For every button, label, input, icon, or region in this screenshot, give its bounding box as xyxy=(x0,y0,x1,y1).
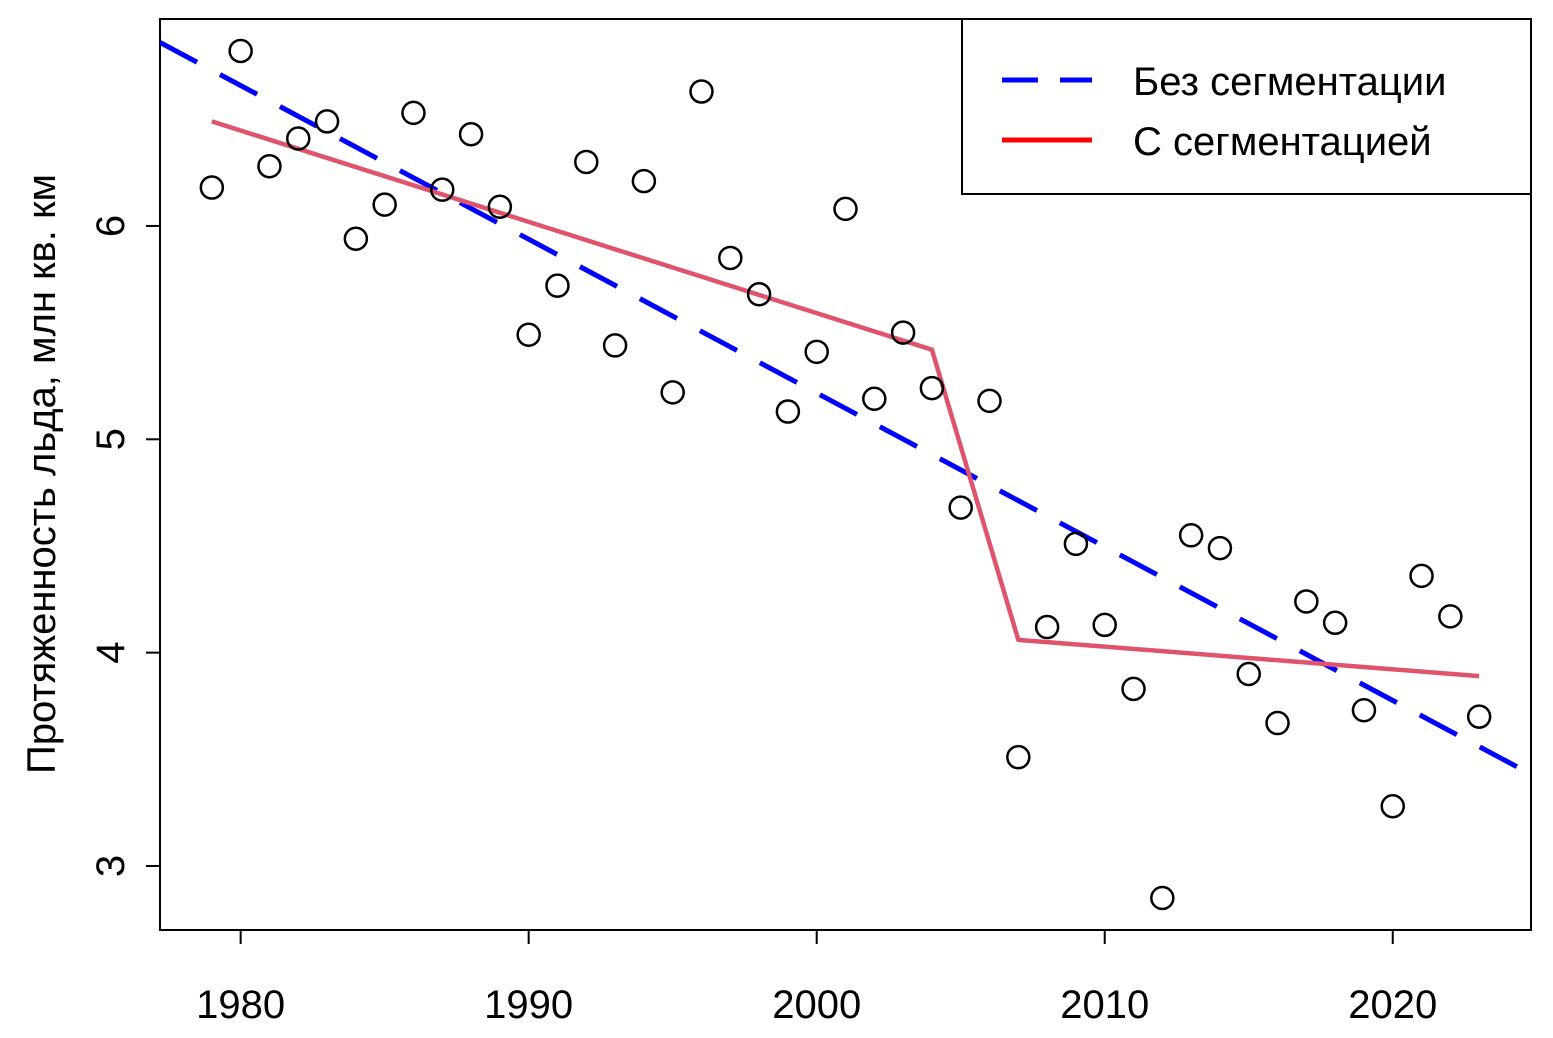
linear-fit-line xyxy=(158,40,1533,777)
data-point-2014 xyxy=(1207,535,1233,561)
y-axis-title: Протяженность льда, млн кв. км xyxy=(20,174,64,774)
data-point-2003 xyxy=(890,320,916,345)
x-tick-label-1980: 1980 xyxy=(196,983,285,1027)
data-point-2010 xyxy=(1092,612,1117,638)
data-point-2007 xyxy=(1006,744,1031,770)
data-point-2005 xyxy=(948,495,973,520)
data-point-2009 xyxy=(1063,531,1089,557)
data-point-2000 xyxy=(804,339,829,365)
y-axis: 3 4 5 6 xyxy=(89,215,160,877)
legend: Без сегментации С сегментацией xyxy=(961,18,1532,195)
y-tick-label-6: 6 xyxy=(89,215,133,237)
data-point-2013 xyxy=(1178,523,1204,548)
data-point-1993 xyxy=(602,333,628,358)
legend-label-segmented: С сегментацией xyxy=(1133,120,1432,164)
y-tick-label-4: 4 xyxy=(89,642,133,664)
data-point-1992 xyxy=(574,149,599,175)
x-axis: 1980 1990 2000 2010 2020 xyxy=(196,930,1437,1027)
y-tick-label-3: 3 xyxy=(89,855,133,877)
data-point-1988 xyxy=(458,121,484,147)
data-point-2004 xyxy=(919,375,945,401)
fit-lines xyxy=(158,40,1533,777)
data-point-1989 xyxy=(487,194,513,219)
x-tick-label-1990: 1990 xyxy=(484,983,573,1027)
data-point-2022 xyxy=(1438,604,1463,629)
x-tick-label-2000: 2000 xyxy=(772,983,861,1027)
data-point-2016 xyxy=(1265,710,1290,736)
data-point-2002 xyxy=(862,386,887,412)
data-point-1998 xyxy=(746,281,772,307)
data-point-2023 xyxy=(1466,704,1492,729)
data-point-1986 xyxy=(401,100,426,126)
data-point-2020 xyxy=(1380,794,1405,819)
data-point-1991 xyxy=(545,273,570,298)
data-point-2021 xyxy=(1409,563,1434,589)
x-tick-label-2020: 2020 xyxy=(1348,983,1437,1027)
data-point-1979 xyxy=(199,175,225,200)
data-point-2008 xyxy=(1034,614,1060,640)
data-point-1997 xyxy=(718,245,743,271)
data-point-2011 xyxy=(1121,676,1146,702)
data-point-2012 xyxy=(1150,885,1175,911)
data-point-2006 xyxy=(977,388,1002,414)
legend-label-linear: Без сегментации xyxy=(1133,60,1446,104)
data-point-1987 xyxy=(430,177,455,202)
data-point-2018 xyxy=(1322,610,1348,636)
data-point-1984 xyxy=(343,226,369,251)
plot-frame xyxy=(159,18,1532,931)
x-tick-label-2010: 2010 xyxy=(1060,983,1149,1027)
data-point-1995 xyxy=(660,380,685,405)
data-point-2019 xyxy=(1351,698,1377,723)
data-point-2017 xyxy=(1294,589,1319,614)
data-point-1994 xyxy=(631,168,657,194)
legend-box xyxy=(961,18,1532,195)
segmented-fit-line xyxy=(211,119,1480,679)
data-point-1990 xyxy=(516,322,541,348)
data-point-2001 xyxy=(833,196,858,222)
data-point-2015 xyxy=(1236,661,1261,687)
data-point-1999 xyxy=(775,399,801,424)
y-tick-label-5: 5 xyxy=(89,428,133,450)
data-point-1982 xyxy=(286,126,311,151)
data-point-1983 xyxy=(314,109,340,134)
data-points xyxy=(199,38,1492,911)
data-point-1981 xyxy=(257,153,282,179)
data-point-1980 xyxy=(228,38,253,64)
data-point-1996 xyxy=(689,79,714,104)
data-point-1985 xyxy=(372,192,397,217)
